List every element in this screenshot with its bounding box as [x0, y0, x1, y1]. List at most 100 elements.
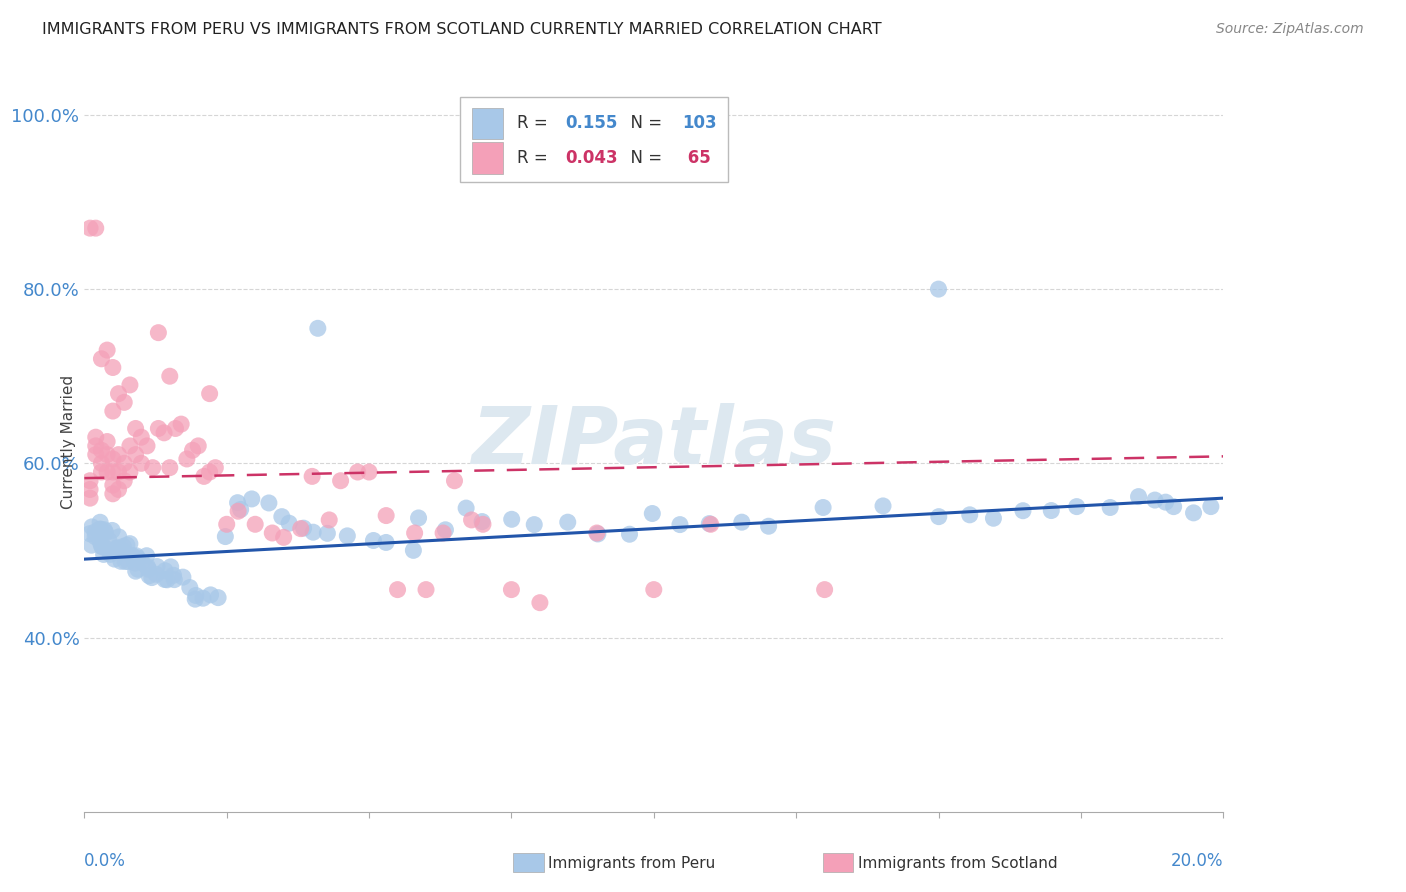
Point — [105, 541, 128, 556]
Point — [200, 588, 222, 602]
Text: R =: R = — [517, 149, 553, 167]
Point — [184, 589, 207, 603]
Point — [165, 421, 187, 435]
Point — [91, 540, 114, 554]
Point — [375, 535, 398, 549]
Point — [501, 512, 523, 526]
Point — [89, 526, 111, 541]
Point — [697, 516, 720, 531]
Point — [118, 378, 141, 392]
Point — [135, 549, 157, 563]
Point — [107, 448, 129, 462]
Point — [90, 465, 112, 479]
Point — [204, 460, 226, 475]
Point — [270, 509, 292, 524]
Point — [191, 591, 214, 606]
Point — [90, 443, 112, 458]
Point — [523, 517, 546, 532]
Point — [131, 555, 153, 569]
Point — [363, 533, 385, 548]
Point — [111, 543, 134, 558]
Point — [198, 386, 221, 401]
Point — [460, 513, 482, 527]
Point — [121, 549, 143, 563]
Point — [176, 452, 198, 467]
Point — [928, 509, 950, 524]
Point — [273, 530, 295, 544]
Point — [108, 530, 131, 544]
Point — [471, 515, 494, 529]
Point — [114, 555, 136, 569]
Point — [156, 573, 179, 587]
Point — [107, 386, 129, 401]
Point — [928, 282, 950, 296]
Point — [586, 527, 609, 541]
Point — [172, 570, 194, 584]
Point — [146, 559, 169, 574]
Point — [375, 508, 398, 523]
Point — [101, 524, 124, 538]
Point — [91, 530, 114, 544]
Point — [96, 434, 118, 449]
Point — [131, 456, 153, 470]
Point — [84, 430, 107, 444]
Text: N =: N = — [620, 114, 666, 132]
Point — [700, 517, 723, 532]
Point — [79, 483, 101, 497]
Point — [84, 530, 107, 544]
Point — [112, 474, 135, 488]
Point — [96, 448, 118, 462]
Text: 20.0%: 20.0% — [1171, 853, 1223, 871]
Point — [136, 439, 159, 453]
Point — [107, 483, 129, 497]
Point — [79, 221, 101, 235]
Point — [101, 465, 124, 479]
Point — [96, 343, 118, 357]
Point — [118, 536, 141, 550]
Point — [89, 522, 111, 536]
Point — [117, 554, 139, 568]
Point — [89, 523, 111, 537]
Point — [643, 582, 665, 597]
Point — [80, 538, 103, 552]
Point — [79, 491, 101, 505]
Point — [148, 326, 170, 340]
Point — [290, 522, 312, 536]
Point — [557, 515, 579, 529]
Point — [101, 478, 124, 492]
Point — [138, 568, 160, 582]
Point — [1099, 500, 1122, 515]
Point — [434, 523, 457, 537]
Point — [101, 452, 124, 467]
Point — [1199, 500, 1222, 514]
Point — [404, 526, 426, 541]
Point — [187, 439, 209, 453]
Text: IMMIGRANTS FROM PERU VS IMMIGRANTS FROM SCOTLAND CURRENTLY MARRIED CORRELATION C: IMMIGRANTS FROM PERU VS IMMIGRANTS FROM … — [42, 22, 882, 37]
Point — [1154, 495, 1177, 509]
Point — [124, 556, 146, 570]
Point — [159, 369, 181, 384]
Point — [669, 517, 692, 532]
Point — [125, 549, 148, 563]
Point — [80, 520, 103, 534]
Point — [302, 525, 325, 540]
Point — [159, 460, 181, 475]
Point — [501, 582, 523, 597]
Point — [1143, 493, 1166, 508]
Text: N =: N = — [620, 149, 666, 167]
Point — [98, 547, 121, 561]
Point — [105, 541, 128, 555]
Point — [959, 508, 981, 522]
Point — [245, 517, 267, 532]
Point — [1182, 506, 1205, 520]
Point — [90, 456, 112, 470]
Point — [89, 534, 111, 549]
Point — [240, 491, 263, 506]
Text: Source: ZipAtlas.com: Source: ZipAtlas.com — [1216, 22, 1364, 37]
Point — [181, 443, 204, 458]
Point — [336, 529, 359, 543]
Text: 103: 103 — [682, 114, 717, 132]
Point — [1040, 503, 1063, 517]
Point — [79, 526, 101, 541]
Point — [79, 474, 101, 488]
